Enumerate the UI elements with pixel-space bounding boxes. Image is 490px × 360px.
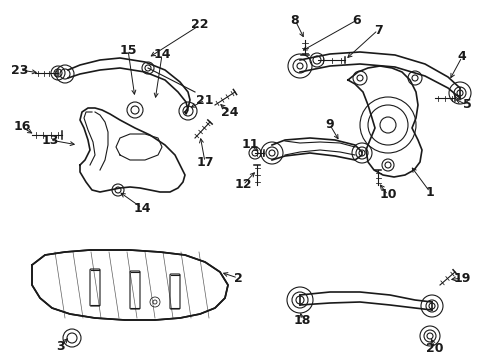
Text: 19: 19: [453, 271, 471, 284]
Text: 21: 21: [196, 94, 214, 107]
Text: 16: 16: [13, 121, 31, 134]
Text: 6: 6: [353, 13, 361, 27]
Text: 4: 4: [458, 50, 466, 63]
Text: 8: 8: [291, 13, 299, 27]
Text: 14: 14: [153, 49, 171, 62]
Text: 2: 2: [234, 271, 243, 284]
Text: 18: 18: [294, 314, 311, 327]
Text: 11: 11: [241, 139, 259, 152]
Text: 20: 20: [426, 342, 444, 355]
Text: 3: 3: [56, 341, 64, 354]
Text: 1: 1: [426, 185, 434, 198]
Text: 15: 15: [119, 44, 137, 57]
Text: 9: 9: [326, 118, 334, 131]
Text: 24: 24: [221, 107, 239, 120]
Text: 23: 23: [11, 63, 29, 77]
Text: 5: 5: [463, 99, 471, 112]
Text: 10: 10: [379, 189, 397, 202]
Text: 14: 14: [133, 202, 151, 215]
Polygon shape: [32, 250, 228, 320]
Text: 22: 22: [191, 18, 209, 31]
Text: 17: 17: [196, 156, 214, 168]
Text: 12: 12: [234, 179, 252, 192]
Text: 7: 7: [374, 23, 382, 36]
Text: 13: 13: [41, 134, 59, 147]
